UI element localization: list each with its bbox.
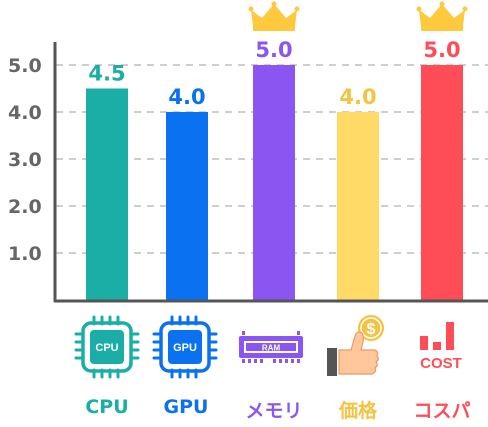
cost-icon-text: COST <box>420 355 462 372</box>
value-label: 4.0 <box>168 85 205 109</box>
thumbs-up-coin-icon: $ <box>323 312 393 382</box>
category-label-memory: メモリ <box>245 400 303 422</box>
bar <box>421 65 463 300</box>
bar <box>253 65 295 300</box>
y-tick-label: 4.0 <box>8 102 42 124</box>
bar <box>337 112 379 300</box>
gpu-icon-text: GPU <box>173 342 197 354</box>
y-tick-label: 3.0 <box>8 149 42 171</box>
bar <box>86 88 128 300</box>
crowns <box>248 1 468 31</box>
y-tick-label: 2.0 <box>8 196 42 218</box>
cost-chart-icon: COST <box>407 312 477 382</box>
category-label-cospa: コスパ <box>413 400 471 422</box>
cpu-icon-text: CPU <box>95 342 118 354</box>
value-label: 4.0 <box>339 85 376 109</box>
bars <box>86 65 463 300</box>
ram-icon-text: RAM <box>262 344 281 353</box>
coin-icon-text: $ <box>367 321 376 338</box>
ram-module-icon: RAM <box>236 312 306 382</box>
bar <box>166 112 208 300</box>
y-tick-label: 5.0 <box>8 55 42 77</box>
y-tick-labels: 1.0 2.0 3.0 4.0 5.0 <box>8 55 42 265</box>
value-label: 5.0 <box>255 38 292 62</box>
crown-icon <box>248 1 300 31</box>
y-tick-label: 1.0 <box>8 243 42 265</box>
value-label: 5.0 <box>423 38 460 62</box>
cpu-chip-icon: CPU <box>72 312 142 382</box>
gpu-chip-icon: GPU <box>150 312 220 382</box>
category-label-cpu: CPU <box>85 396 129 418</box>
category-label-price: 価格 <box>338 400 377 422</box>
crown-icon <box>416 1 468 31</box>
category-label-gpu: GPU <box>163 396 209 418</box>
value-labels: 4.5 4.0 5.0 4.0 5.0 <box>88 38 460 109</box>
value-label: 4.5 <box>88 62 125 86</box>
